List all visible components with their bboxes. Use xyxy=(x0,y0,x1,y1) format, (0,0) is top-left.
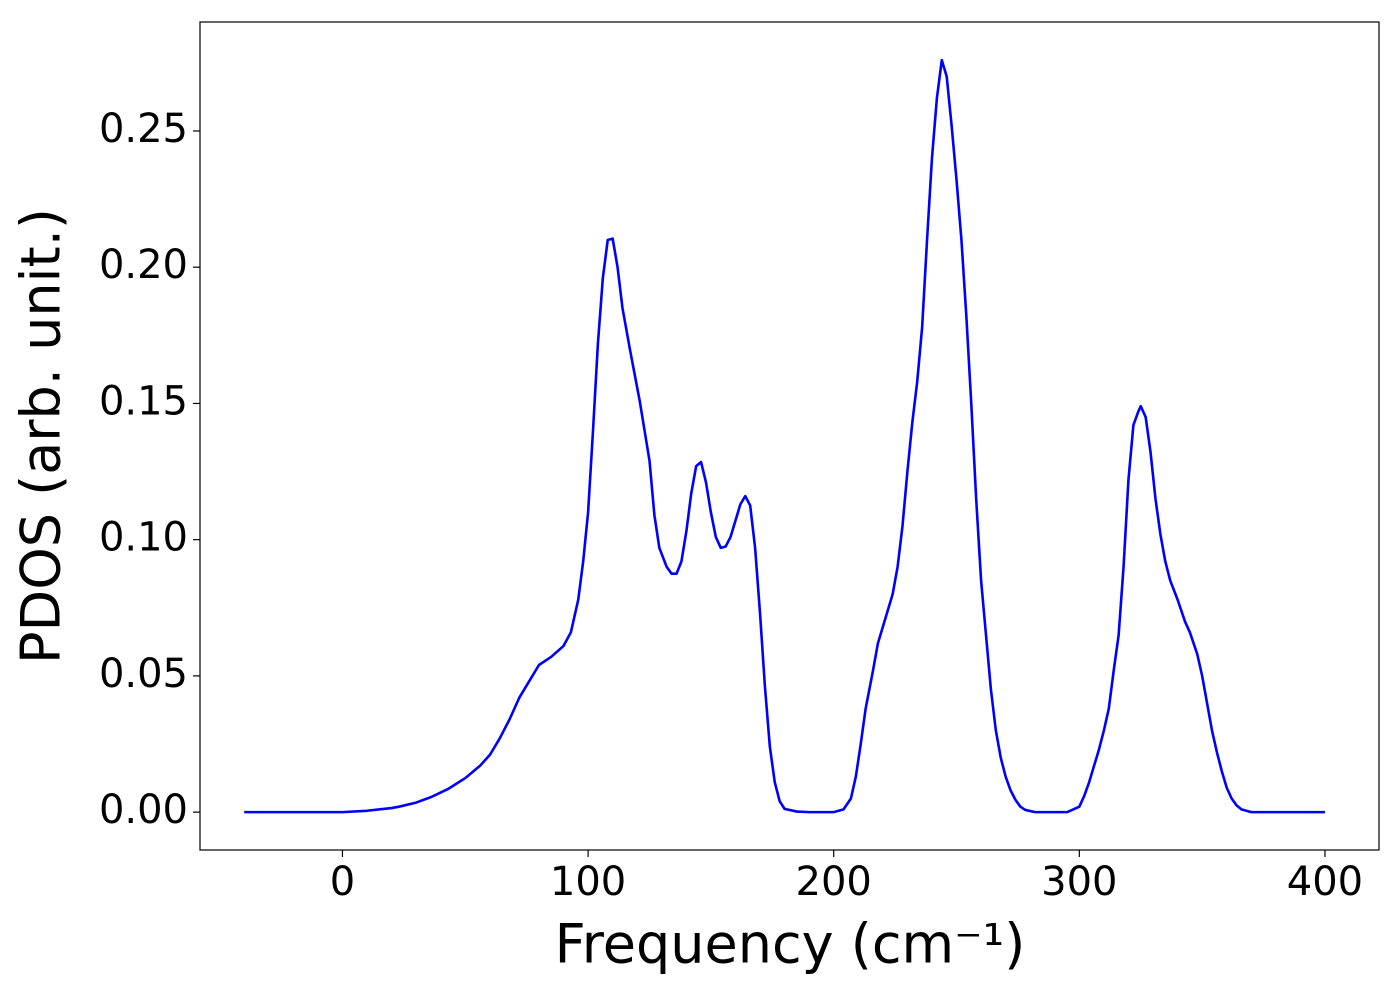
x-tick-label: 100 xyxy=(550,859,626,905)
x-tick-label: 200 xyxy=(796,859,872,905)
y-tick-label: 0.20 xyxy=(99,242,188,288)
y-axis-label: PDOS (arb. unit.) xyxy=(10,208,73,664)
plot-frame xyxy=(199,21,1380,851)
x-axis-label: Frequency (cm⁻¹) xyxy=(555,913,1026,976)
data-line xyxy=(244,58,1325,814)
y-tick-label: 0.00 xyxy=(99,787,188,833)
y-tick-label: 0.15 xyxy=(99,378,188,424)
x-tick-label: 400 xyxy=(1287,859,1363,905)
x-tick-label: 0 xyxy=(330,859,355,905)
y-tick-label: 0.05 xyxy=(99,651,188,697)
y-tick-label: 0.10 xyxy=(99,515,188,561)
y-tick-label: 0.25 xyxy=(99,106,188,152)
x-tick-label: 300 xyxy=(1041,859,1117,905)
